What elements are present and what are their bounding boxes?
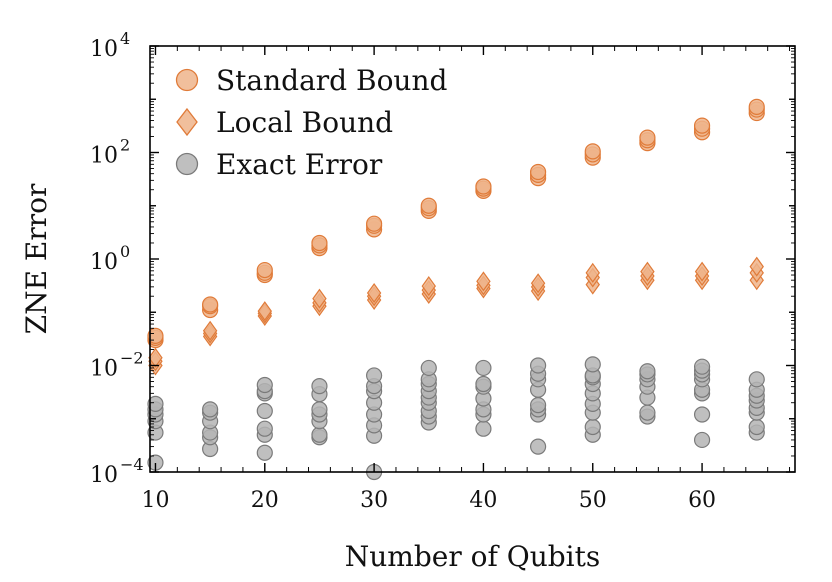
data-point-local-bound — [202, 320, 218, 341]
data-point-standard-bound — [311, 234, 328, 252]
data-point-local-bound — [366, 282, 382, 304]
data-point-exact-error — [584, 356, 601, 373]
x-tick-label: 30 — [360, 488, 388, 513]
y-tick-exponent: −4 — [120, 455, 144, 474]
data-point-local-bound — [312, 288, 327, 309]
data-point-local-bound — [749, 256, 764, 277]
x-axis-label: Number of Qubits — [345, 540, 600, 573]
x-tick-label: 10 — [141, 488, 169, 513]
y-tick-label: 10 — [90, 37, 118, 62]
y-tick-exponent: −2 — [120, 349, 144, 368]
data-point-local-bound — [530, 273, 546, 294]
data-point-exact-error — [256, 402, 273, 420]
data-point-exact-error — [584, 418, 601, 436]
data-point-exact-error — [748, 418, 765, 436]
data-point-exact-error — [256, 376, 273, 394]
y-tick-exponent: 4 — [120, 29, 130, 48]
legend-marker-exact-error — [175, 152, 199, 176]
data-point-exact-error — [529, 438, 547, 455]
data-point-exact-error — [475, 420, 492, 437]
data-point-exact-error — [256, 444, 273, 461]
data-point-exact-error — [748, 371, 765, 388]
data-point-standard-bound — [366, 215, 383, 232]
data-point-exact-error — [256, 420, 273, 437]
y-tick-exponent: 0 — [120, 242, 130, 261]
y-tick-label: 10 — [90, 463, 118, 488]
data-point-standard-bound — [147, 327, 164, 344]
data-point-standard-bound — [748, 98, 765, 115]
data-point-standard-bound — [529, 163, 547, 181]
data-point-exact-error — [475, 359, 492, 377]
data-point-exact-error — [693, 358, 711, 375]
data-point-exact-error — [202, 401, 219, 418]
data-point-local-bound — [257, 301, 273, 322]
y-tick-label: 10 — [90, 250, 118, 275]
plot-marks — [147, 98, 765, 481]
data-point-local-bound — [585, 262, 600, 283]
data-point-exact-error — [693, 406, 711, 423]
data-point-local-bound — [640, 261, 655, 282]
legend-label: Local Bound — [216, 106, 393, 139]
data-point-exact-error — [366, 367, 383, 384]
data-point-standard-bound — [584, 143, 601, 160]
data-point-exact-error — [147, 395, 164, 413]
legend: Standard Bound Local Bound Exact Error — [175, 64, 447, 181]
data-point-exact-error — [311, 426, 328, 443]
data-point-local-bound — [421, 276, 436, 297]
legend-label: Standard Bound — [216, 64, 447, 97]
data-point-standard-bound — [202, 296, 219, 313]
data-point-exact-error — [693, 431, 711, 449]
data-point-exact-error — [475, 375, 492, 393]
legend-marker-local-bound — [176, 107, 198, 137]
legend-label: Exact Error — [216, 148, 383, 181]
legend-marker-standard-bound — [175, 68, 199, 92]
data-point-standard-bound — [475, 178, 492, 195]
data-point-local-bound — [148, 347, 163, 368]
y-axis-label: ZNE Error — [20, 183, 53, 334]
x-tick-label: 50 — [579, 488, 607, 513]
x-tick-label: 60 — [688, 488, 716, 513]
y-tick-label: 10 — [90, 357, 118, 382]
data-point-standard-bound — [639, 129, 656, 146]
data-point-standard-bound — [256, 261, 273, 279]
y-tick-exponent: 2 — [120, 136, 130, 155]
x-tick-label: 20 — [251, 488, 279, 513]
data-point-exact-error — [529, 357, 547, 374]
data-point-exact-error — [311, 378, 328, 395]
data-point-exact-error — [420, 359, 437, 377]
data-point-exact-error — [311, 401, 328, 418]
data-point-exact-error — [529, 397, 547, 414]
data-point-local-bound — [476, 271, 491, 292]
data-point-standard-bound — [420, 197, 437, 214]
y-tick-label: 10 — [90, 144, 118, 169]
data-point-exact-error — [639, 363, 656, 380]
data-point-local-bound — [694, 261, 710, 282]
data-point-exact-error — [639, 404, 656, 421]
x-tick-label: 40 — [469, 488, 497, 513]
data-point-standard-bound — [693, 117, 711, 134]
